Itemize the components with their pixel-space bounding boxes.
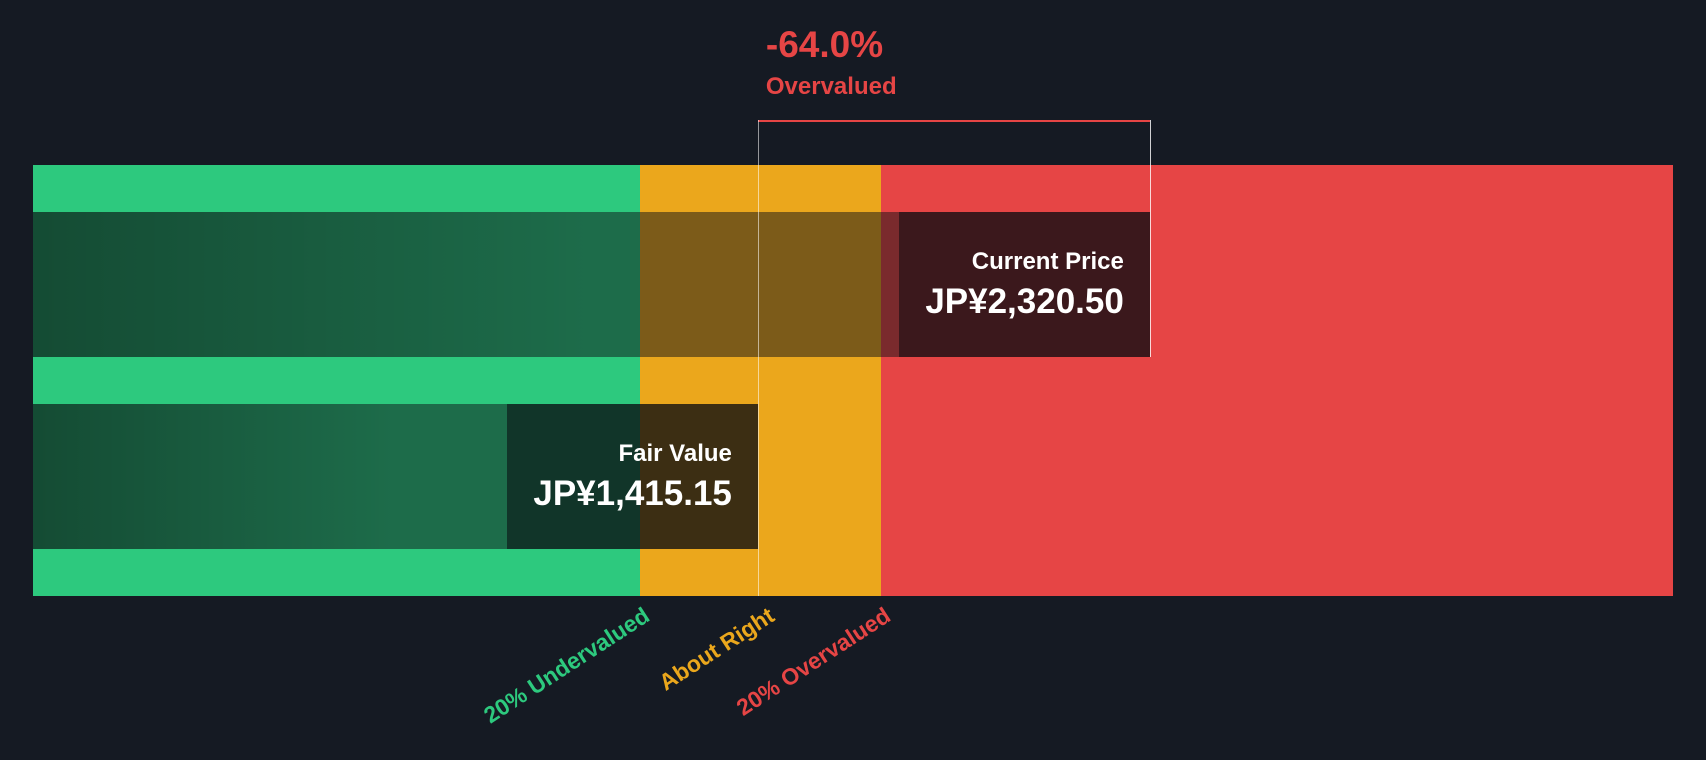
current-price-title: Current Price	[971, 247, 1124, 275]
fair-value-box: Fair Value JP¥1,415.15	[507, 403, 758, 550]
fair-value-row: Fair Value JP¥1,415.15	[33, 403, 758, 550]
current-price-value: JP¥2,320.50	[925, 281, 1124, 321]
fair-value-value: JP¥1,415.15	[533, 474, 732, 514]
valuation-annotation: -64.0% Overvalued	[766, 26, 897, 99]
current-price-box: Current Price JP¥2,320.50	[899, 211, 1150, 358]
valuation-band: Current Price JP¥2,320.50 Fair Value JP¥…	[33, 165, 1673, 596]
bracket-line	[757, 120, 1150, 122]
overvaluation-label: Overvalued	[765, 73, 897, 100]
axis-label-undervalued: 20% Undervalued	[478, 602, 654, 729]
current-price-row: Current Price JP¥2,320.50	[33, 211, 1150, 358]
zone-axis-labels: 20% Undervalued About Right 20% Overvalu…	[33, 602, 1673, 760]
fair-value-title: Fair Value	[618, 440, 732, 468]
overvaluation-percent: -64.0%	[765, 24, 884, 65]
